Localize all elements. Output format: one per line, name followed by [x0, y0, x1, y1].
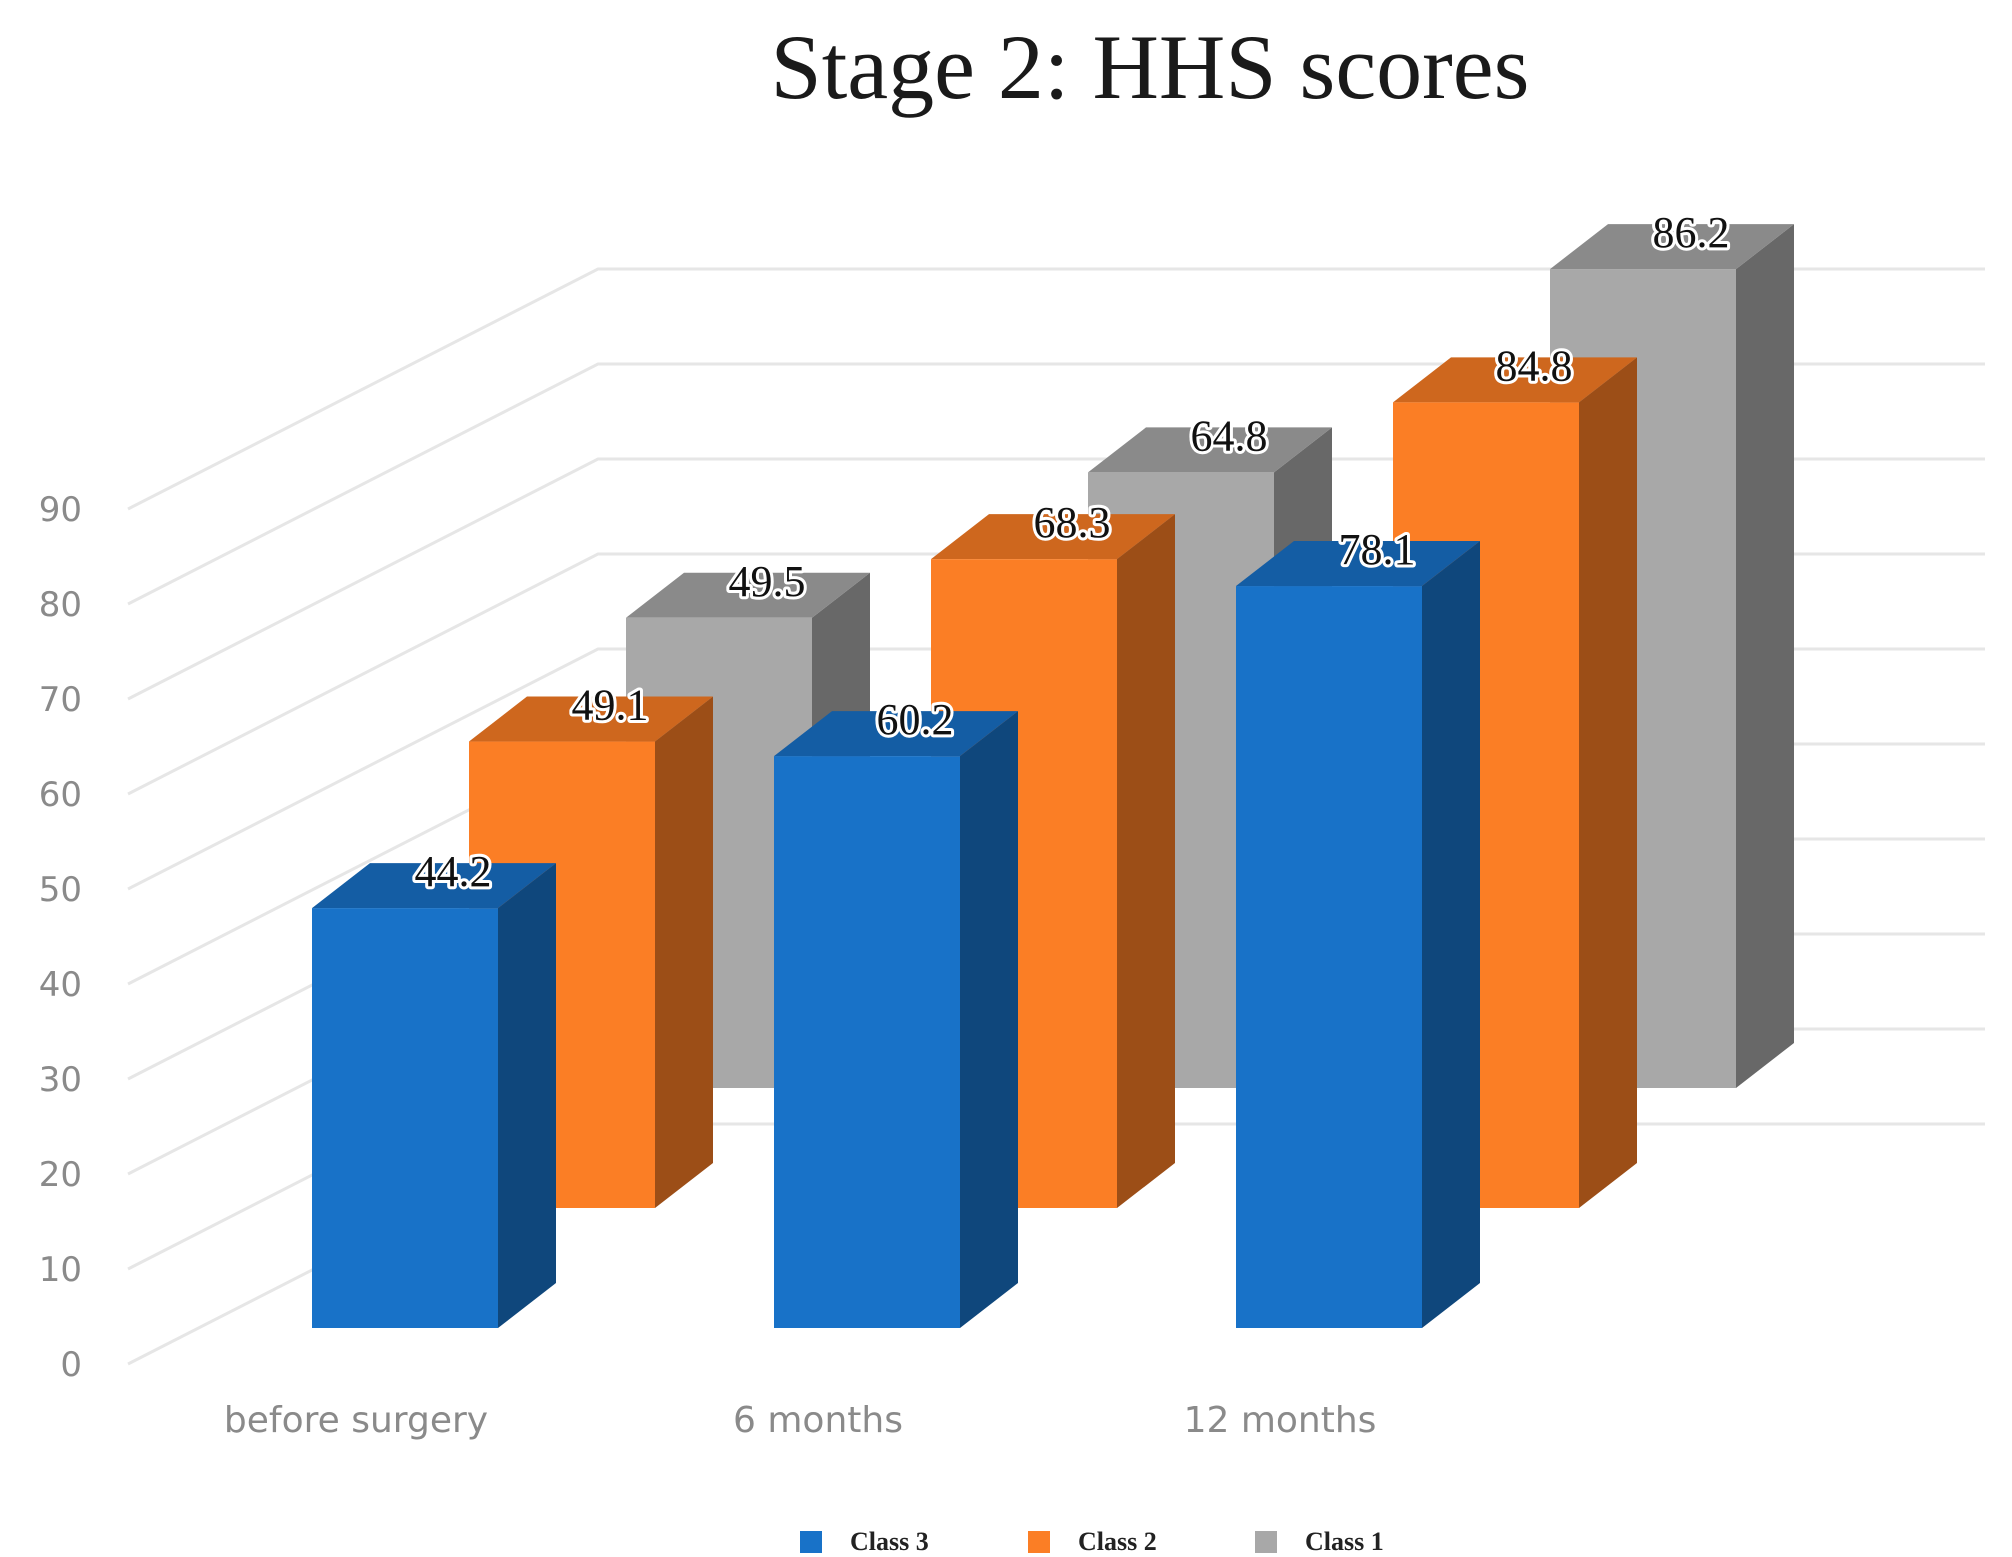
- bar-top: [1236, 541, 1480, 587]
- y-tick-label: 60: [39, 775, 82, 815]
- x-tick-label: before surgery: [224, 1400, 488, 1441]
- legend-item-class-3: Class 3: [800, 1527, 929, 1556]
- bar-top: [931, 514, 1175, 560]
- bar-front: [312, 908, 498, 1328]
- data-label: 84.8: [1496, 341, 1573, 390]
- y-tick-label: 70: [39, 680, 82, 720]
- legend-label: Class 1: [1305, 1527, 1384, 1556]
- data-label: 68.3: [1034, 498, 1111, 547]
- data-label: 44.2: [415, 847, 492, 896]
- bar-top: [1088, 427, 1332, 473]
- bar-side: [498, 863, 556, 1328]
- data-label: 49.1: [572, 681, 649, 730]
- y-tick-label: 80: [39, 585, 82, 625]
- bars: 49.5 64.8 86.2 49.1 68.3 84.8 44.2 60.2 78.1: [312, 205, 1794, 1328]
- legend: Class 3 Class 2 Class 1: [800, 1527, 1384, 1556]
- legend-item-class-2: Class 2: [1028, 1527, 1157, 1556]
- bar-front: [1236, 586, 1422, 1328]
- bar-top: [774, 711, 1018, 757]
- y-tick-label: 40: [39, 965, 82, 1005]
- legend-item-class-1: Class 1: [1255, 1527, 1384, 1556]
- bar-front: [774, 756, 960, 1328]
- bar-top: [1550, 224, 1794, 270]
- y-tick-label: 30: [39, 1060, 82, 1100]
- bar-side: [1579, 357, 1637, 1208]
- y-axis-ticks: 0 10 20 30 40 50 60 70 80 90: [39, 490, 82, 1385]
- x-tick-label: 6 months: [733, 1400, 903, 1441]
- bar-class-3-2: 78.1: [1236, 522, 1480, 1328]
- legend-swatch: [1255, 1531, 1277, 1553]
- bar-side: [1117, 514, 1175, 1208]
- x-tick-label: 12 months: [1184, 1400, 1377, 1441]
- bar-side: [1422, 541, 1480, 1328]
- y-tick-label: 90: [39, 490, 82, 530]
- data-label: 60.2: [877, 695, 954, 744]
- legend-swatch: [1028, 1531, 1050, 1553]
- data-label: 86.2: [1653, 208, 1730, 257]
- y-tick-label: 10: [39, 1250, 82, 1290]
- x-axis-ticks: before surgery 6 months 12 months: [224, 1400, 1377, 1441]
- legend-label: Class 2: [1078, 1527, 1157, 1556]
- chart-title: Stage 2: HHS scores: [771, 16, 1530, 118]
- bar-class-2-2: 84.8: [1393, 338, 1637, 1208]
- y-tick-label: 0: [60, 1345, 82, 1385]
- bar-top: [626, 572, 870, 618]
- bar-top: [469, 696, 713, 742]
- bar-class-3-0: 44.2: [312, 844, 556, 1328]
- bar-top: [1393, 357, 1637, 403]
- data-label: 64.8: [1191, 411, 1268, 460]
- bar-side: [1736, 224, 1794, 1089]
- y-tick-label: 50: [39, 870, 82, 910]
- data-label: 49.5: [729, 557, 806, 606]
- bar-class-3-1: 60.2: [774, 692, 1018, 1328]
- bar-side: [655, 696, 713, 1208]
- y-tick-label: 20: [39, 1155, 82, 1195]
- legend-swatch: [800, 1531, 822, 1553]
- data-label: 78.1: [1339, 525, 1416, 574]
- bar-side: [960, 711, 1018, 1328]
- bar-top: [312, 863, 556, 909]
- gridline: [127, 267, 1985, 511]
- legend-label: Class 3: [850, 1527, 929, 1556]
